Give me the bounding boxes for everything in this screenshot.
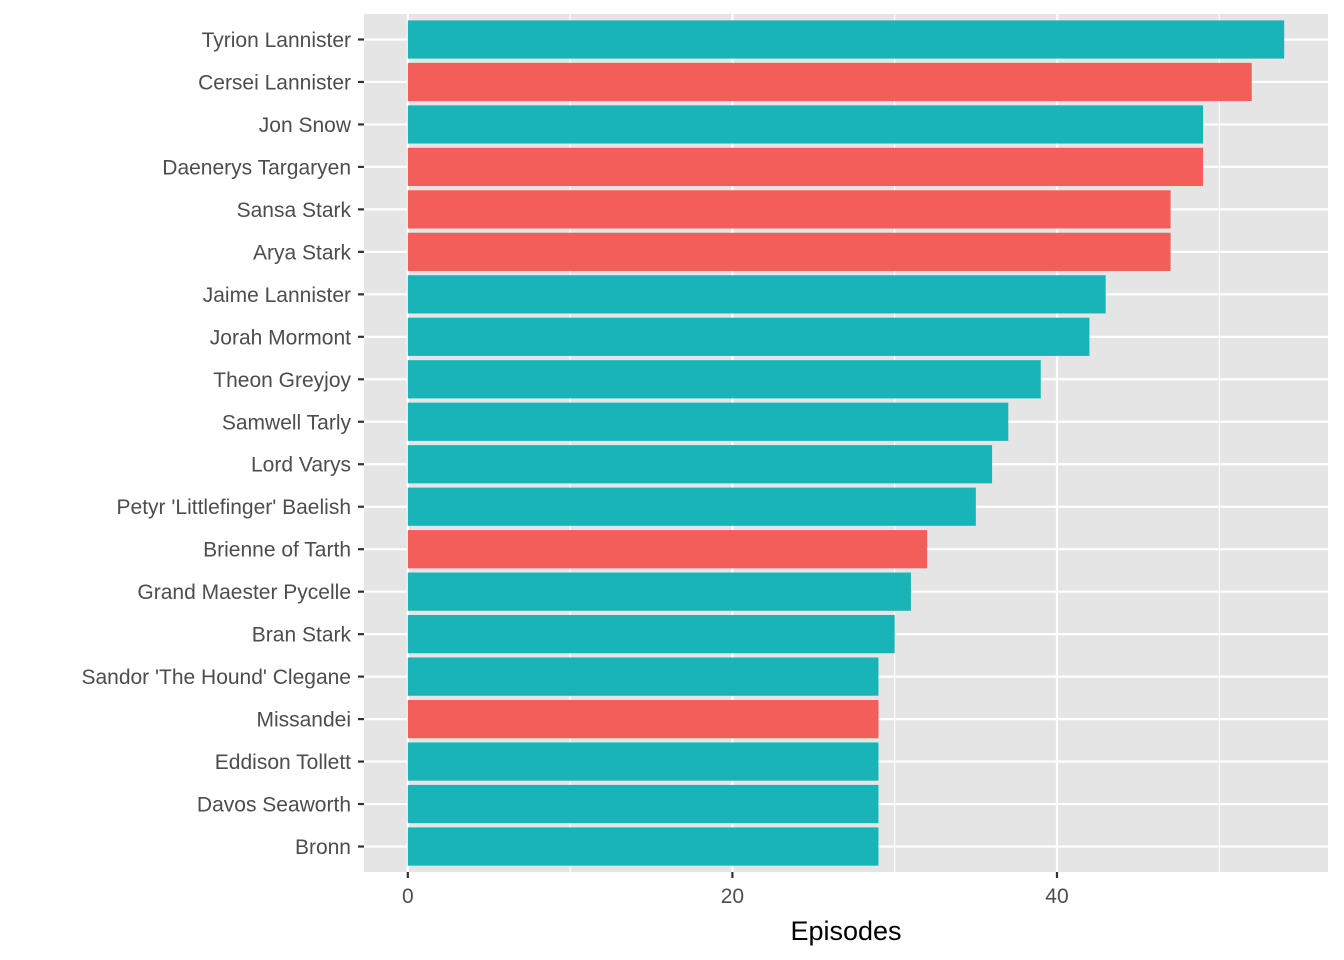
bar	[407, 62, 1252, 102]
bar	[407, 360, 1041, 399]
bar	[407, 657, 879, 696]
x-tick-label: 40	[1045, 885, 1068, 908]
bar	[407, 827, 879, 866]
y-tick-label: Jon Snow	[259, 114, 352, 137]
bar	[407, 275, 1106, 314]
x-axis-title: Episodes	[790, 916, 901, 946]
y-tick-label: Eddison Tollett	[215, 751, 351, 774]
bar	[407, 445, 993, 484]
bar	[407, 784, 879, 824]
y-tick-label: Tyrion Lannister	[202, 29, 351, 52]
x-tick-label: 0	[402, 885, 414, 908]
bars	[407, 20, 1285, 866]
bar	[407, 530, 928, 569]
y-tick-label: Theon Greyjoy	[213, 369, 351, 392]
y-tick-label: Sandor 'The Hound' Clegane	[81, 666, 351, 689]
bar	[407, 402, 1009, 441]
x-tick-label: 20	[721, 885, 744, 908]
bar	[407, 147, 1204, 187]
y-tick-label: Jorah Mormont	[210, 326, 351, 349]
y-tick-label: Arya Stark	[253, 241, 352, 264]
y-tick-label: Petyr 'Littlefinger' Baelish	[117, 496, 351, 519]
x-axis: 0 20 40	[402, 872, 1069, 908]
y-tick-label: Missandei	[256, 709, 351, 732]
y-tick-label: Lord Varys	[251, 454, 351, 477]
y-tick-label: Grand Maester Pycelle	[137, 581, 351, 604]
bar	[407, 232, 1171, 271]
bar	[407, 742, 879, 781]
bar	[407, 615, 895, 654]
bar	[407, 699, 879, 739]
bar	[407, 317, 1090, 356]
bar	[407, 190, 1171, 229]
bar	[407, 572, 911, 611]
y-tick-label: Brienne of Tarth	[203, 539, 351, 562]
y-tick-label: Samwell Tarly	[222, 411, 352, 434]
y-tick-label: Cersei Lannister	[198, 71, 351, 94]
y-tick-label: Bronn	[295, 836, 351, 859]
y-tick-label: Sansa Stark	[237, 199, 352, 222]
bar	[407, 105, 1204, 144]
y-axis: Tyrion Lannister Cersei Lannister Jon Snow…	[81, 29, 364, 859]
y-tick-label: Jaime Lannister	[203, 284, 351, 307]
y-tick-label: Daenerys Targaryen	[162, 156, 351, 179]
y-tick-label: Bran Stark	[252, 624, 352, 647]
bar	[407, 20, 1285, 59]
bar	[407, 487, 976, 526]
y-tick-label: Davos Seaworth	[197, 794, 351, 817]
